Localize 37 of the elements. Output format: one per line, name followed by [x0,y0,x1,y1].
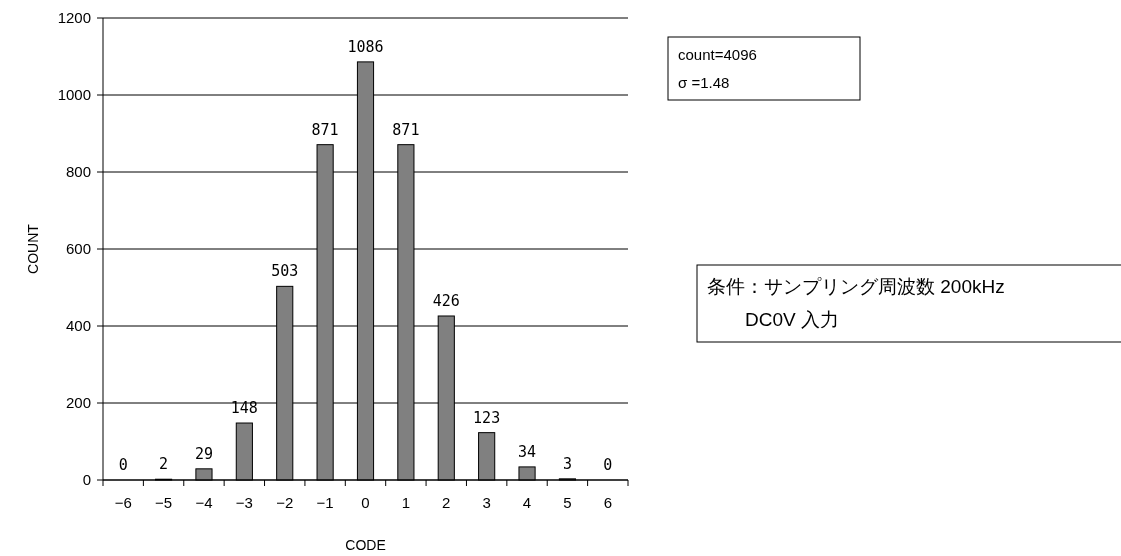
x-tick-label: 4 [522,494,532,511]
x-tick-label: −2 [276,494,294,511]
data-label: 29 [194,444,213,463]
y-tick-label: 1000 [57,86,91,103]
y-tick-label: 600 [65,240,91,257]
y-tick-label: 1200 [57,9,91,26]
data-label: 0 [118,456,128,474]
data-label: 3 [562,454,572,473]
x-tick-label: 5 [563,494,572,511]
text: 条件：サンプリング周波数 200kHz DC0V 入力 [707,276,1005,330]
text: count=4096 σ =1.48 [678,46,757,91]
data-label: 871 [392,120,420,139]
x-axis-title: CODE [345,537,386,553]
x-tick-label: −3 [235,494,253,511]
y-axis-title: COUNT [25,223,41,274]
data-label: 148 [230,399,258,418]
data-label: 2 [159,455,169,474]
x-tick-label: 2 [442,494,451,511]
y-tick-label: 800 [65,163,91,180]
data-label: 426 [432,291,460,310]
data-label: 871 [311,120,339,139]
x-tick-label: −5 [155,494,173,511]
x-tick-label: −1 [316,494,334,511]
x-tick-label: 0 [361,494,370,511]
data-label: 1086 [347,37,384,56]
x-tick-label: 6 [603,494,612,511]
data-label: 0 [603,456,613,474]
data-label: 34 [518,442,537,461]
data-label: 503 [271,262,299,281]
x-tick-label: −4 [195,494,213,511]
x-tick-label: 3 [482,494,491,511]
x-tick-label: −6 [114,494,132,511]
y-tick-label: 0 [82,471,91,488]
y-tick-label: 200 [65,394,91,411]
x-tick-label: 1 [401,494,411,511]
data-label: 123 [473,408,501,427]
y-tick-label: 400 [65,317,91,334]
